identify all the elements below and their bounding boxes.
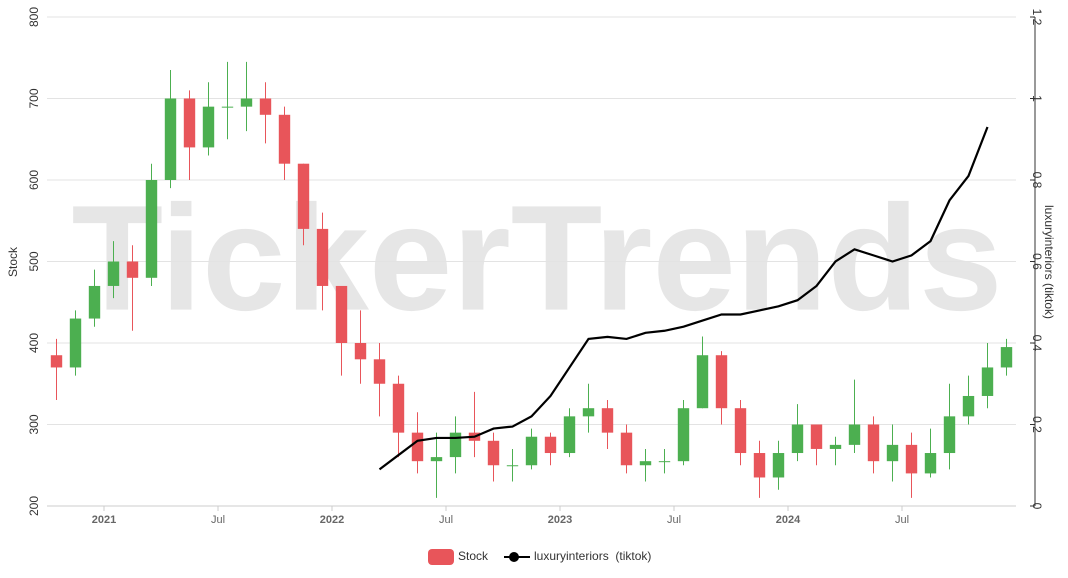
candle-body [563,416,576,454]
legend-label: Stock [458,549,489,563]
candle-body [221,106,234,108]
candle-body [791,424,804,454]
candle-body [449,432,462,458]
candle-body [297,163,310,229]
candle-body [259,98,272,115]
y2-tick-label: 0.8 [1030,172,1044,189]
y2-tick-label: 0.4 [1030,335,1044,352]
candle-body [411,432,424,462]
x-tick-label: Jul [211,514,225,526]
y-tick-label: 800 [27,7,41,27]
candle-body [962,395,975,417]
candle-body [905,444,918,474]
candle-body [924,453,937,474]
x-tick-label: Jul [439,514,453,526]
candle-body [316,228,329,286]
candle-body [810,424,823,449]
candle-body [601,408,614,433]
candle-body [373,359,386,384]
candle-body [50,355,63,368]
candle-body [867,424,880,462]
y-tick-label: 700 [27,88,41,108]
x-tick-label: 2023 [548,514,572,526]
y-tick-label: 500 [27,251,41,271]
y-tick-label: 300 [27,414,41,434]
candle-body [164,98,177,180]
candle-body [107,261,120,286]
legend-label: luxuryinteriors (tiktok) [534,549,651,563]
x-tick-label: 2024 [776,514,801,526]
candle-body [620,432,633,466]
candle-body [829,444,842,449]
y2-tick-label: 0 [1030,503,1044,510]
watermark: TickerTrends [71,174,1002,342]
y-tick-label: 600 [27,170,41,190]
legend-swatch [428,549,454,565]
candle-body [544,436,557,454]
candle-body [392,383,405,433]
candle-body [126,261,139,278]
candle-body [658,461,671,463]
y2-tick-label: 0.6 [1030,253,1044,270]
candle-body [430,457,443,462]
candle-body [183,98,196,148]
candle-body [69,318,82,368]
x-tick-label: 2022 [320,514,344,526]
candle-body [1000,347,1013,368]
candle-body [639,461,652,466]
candle-body [886,444,899,462]
candle-body [354,343,367,360]
candle-body [202,106,215,148]
candle-body [715,355,728,409]
candle-body [943,416,956,454]
candle-body [848,424,861,445]
candle-body [145,180,158,278]
candle-body [335,285,348,343]
candle-body [240,98,253,107]
candle-body [487,440,500,466]
trend-line [378,126,989,471]
y-tick-label: 400 [27,333,41,353]
candle-body [525,436,538,466]
candle-body [696,355,709,409]
legend-marker [509,552,519,562]
candle-body [734,408,747,454]
y2-tick-label: 0.2 [1030,416,1044,433]
candle-body [753,453,766,478]
y-tick-label: 200 [27,496,41,516]
candle-body [981,367,994,396]
x-tick-label: Jul [895,514,909,526]
x-tick-label: Jul [667,514,681,526]
y2-tick-label: 1 [1030,95,1044,102]
candle-body [772,453,785,478]
candle-body [88,285,101,319]
candle-body [582,408,595,417]
y2-axis-title: luxuryinteriors (tiktok) [1042,205,1056,319]
y-axis-title: Stock [6,246,20,277]
candle-body [677,408,690,462]
candle-body [278,114,291,164]
x-tick-label: 2021 [92,514,116,526]
candle-body [506,465,519,467]
y2-tick-label: 1.2 [1030,9,1044,26]
